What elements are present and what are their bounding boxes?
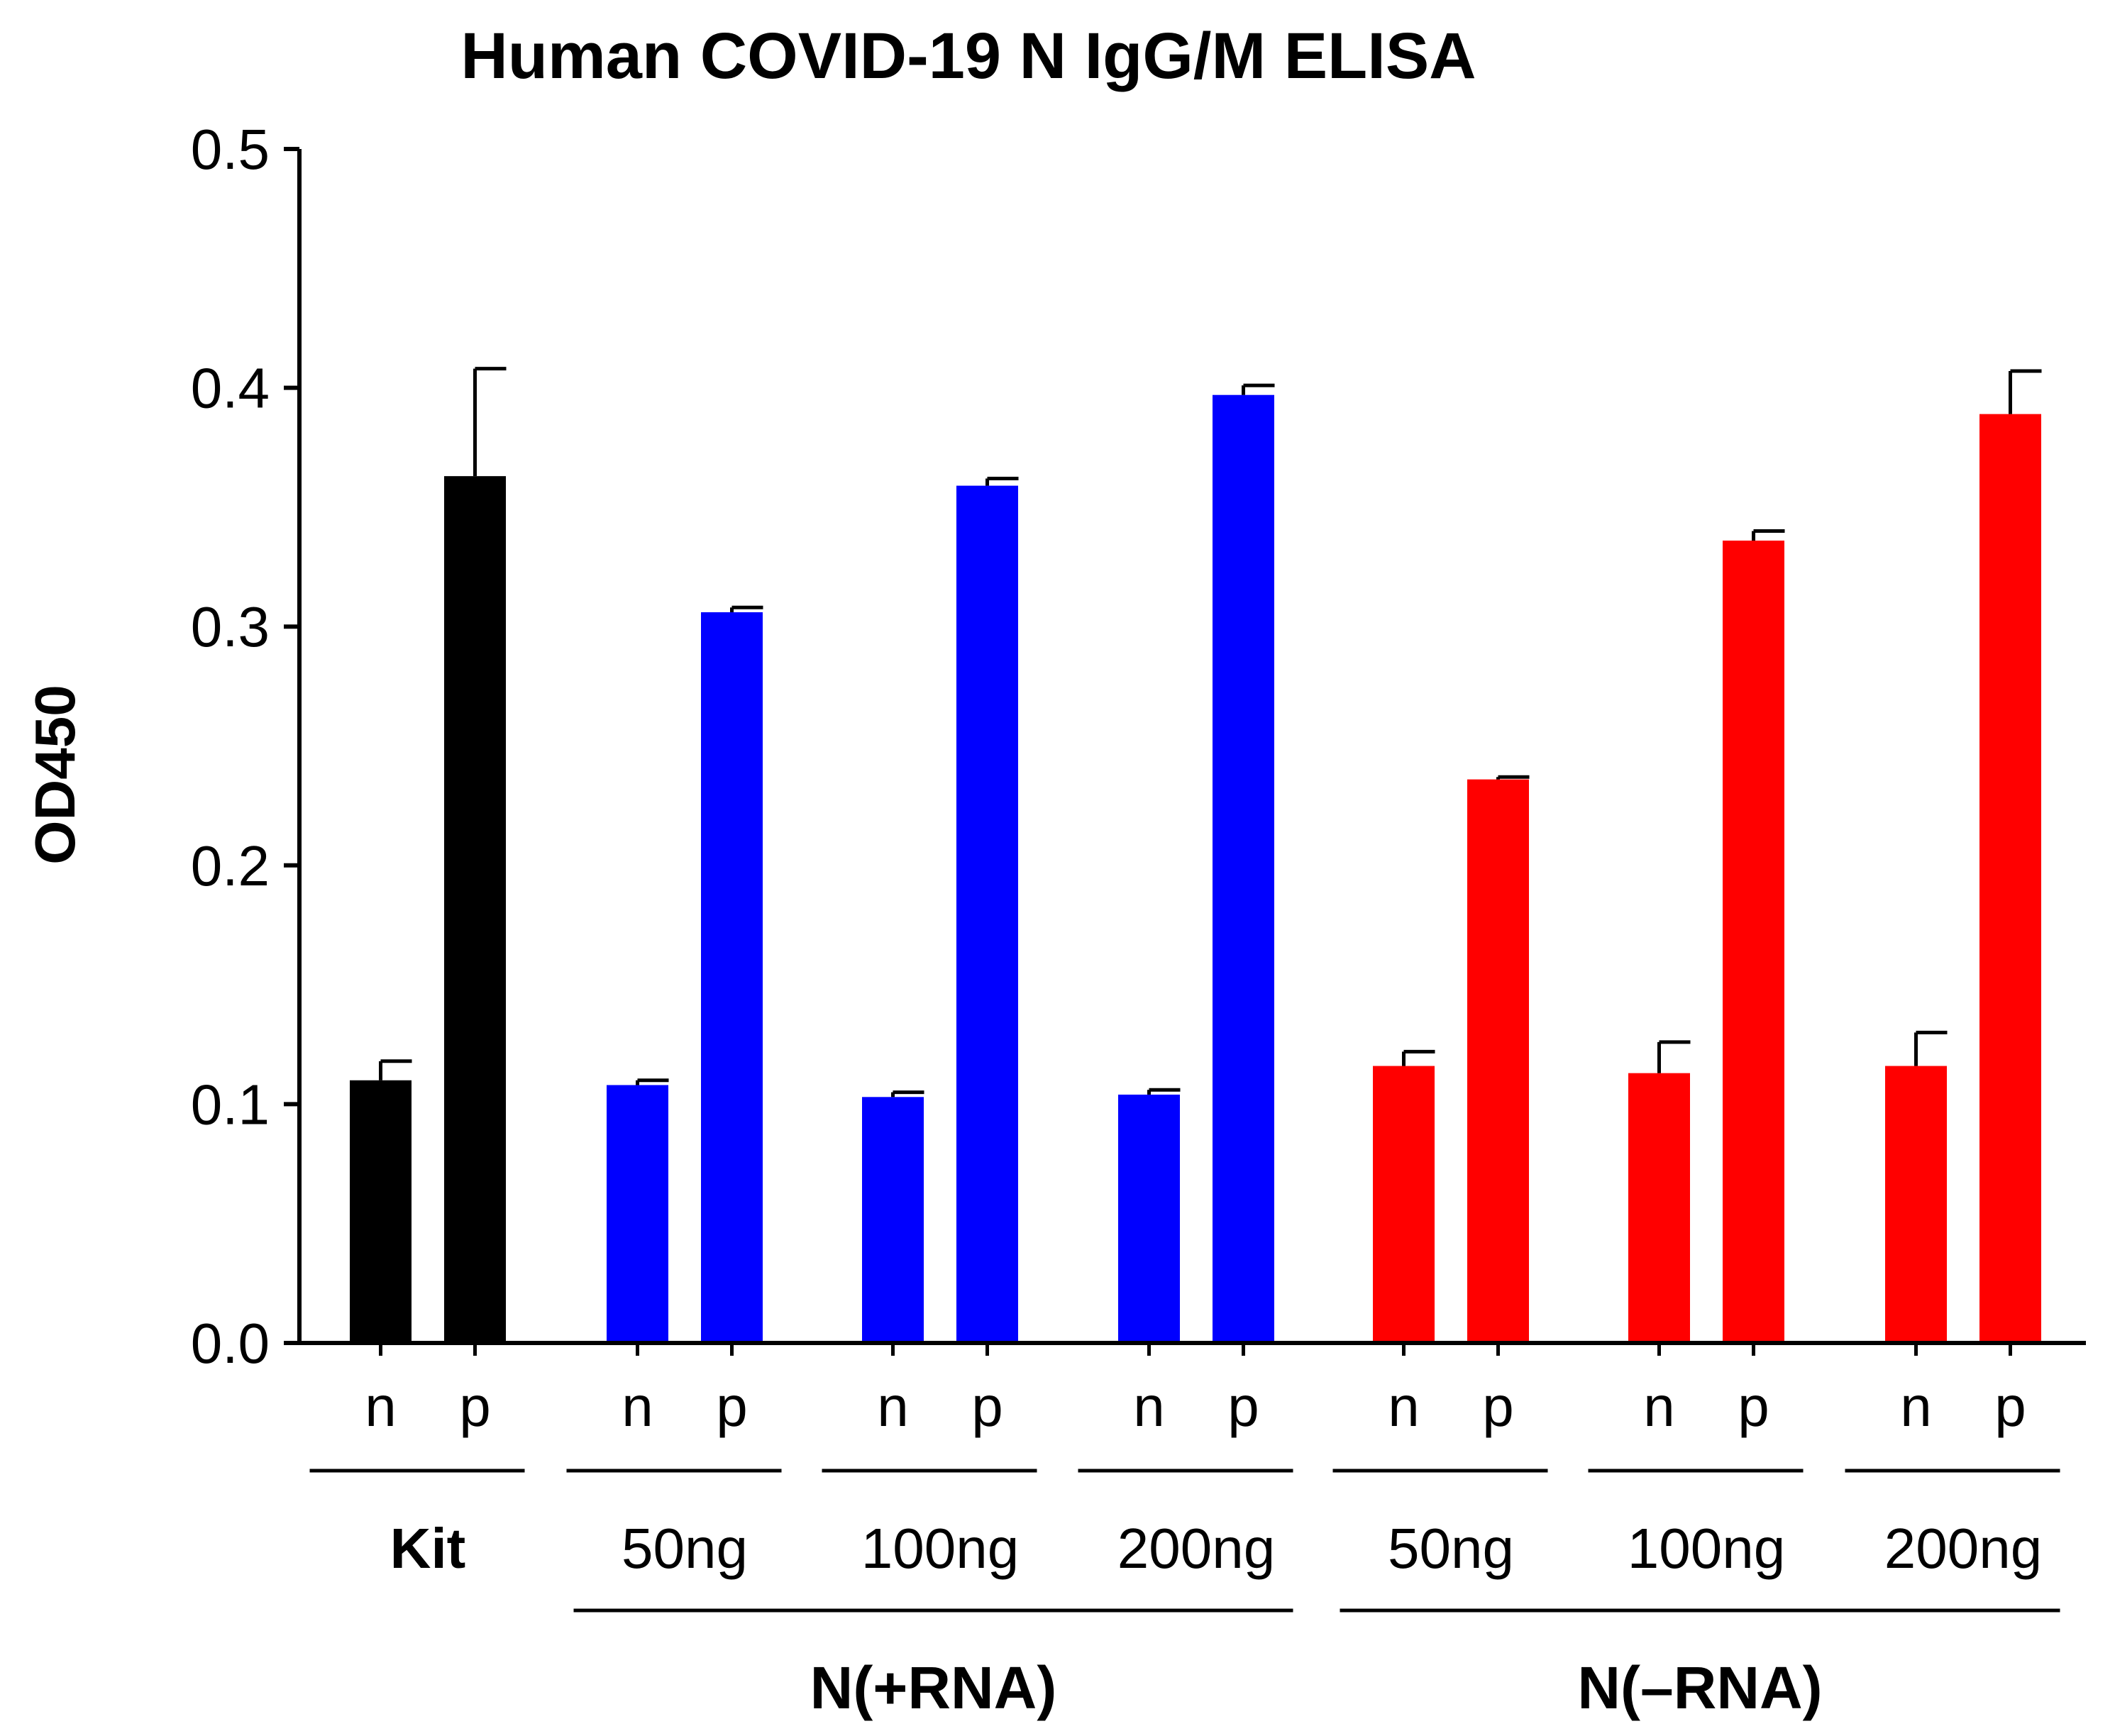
- bar: [1467, 779, 1529, 1343]
- x-tick-label: n: [1388, 1375, 1420, 1438]
- bar: [1373, 1066, 1435, 1343]
- y-tick-label: 0.3: [191, 595, 270, 658]
- x-tick-label: n: [1900, 1375, 1932, 1438]
- bar: [862, 1097, 924, 1343]
- bar: [1628, 1073, 1690, 1343]
- x-tick-label: p: [716, 1375, 748, 1438]
- bar: [607, 1085, 668, 1343]
- group-label: 200ng: [1117, 1517, 1275, 1580]
- supergroup-label: N(+RNA): [810, 1654, 1057, 1721]
- group-label: Kit: [390, 1517, 466, 1580]
- group-label: 100ng: [1628, 1517, 1785, 1580]
- bar: [1723, 541, 1784, 1344]
- x-tick-label: p: [459, 1375, 491, 1438]
- bar: [1118, 1094, 1180, 1343]
- bar: [956, 485, 1018, 1344]
- group-labels: Kit 50ng 100ng 200ng 50ng 100ng 200ng N(+RNA) N(…: [309, 1469, 2060, 1721]
- y-axis-label: OD450: [23, 685, 87, 864]
- chart-title: Human COVID-19 N IgG/M ELISA: [460, 20, 1476, 92]
- bar: [350, 1080, 412, 1343]
- group-label: 50ng: [1388, 1517, 1514, 1580]
- y-tick-label: 0.4: [191, 357, 270, 420]
- bar: [444, 476, 506, 1343]
- x-tick-label: n: [365, 1375, 397, 1438]
- bar: [1979, 414, 2041, 1343]
- supergroup-label: N(–RNA): [1577, 1654, 1822, 1721]
- bar: [701, 612, 763, 1343]
- y-tick-label: 0.5: [191, 118, 270, 181]
- group-label: 50ng: [622, 1517, 748, 1580]
- x-tick-label: p: [1482, 1375, 1514, 1438]
- bar: [1213, 394, 1274, 1343]
- group-label: 200ng: [1884, 1517, 2042, 1580]
- y-tick-label: 0.2: [191, 834, 270, 897]
- group-label: 100ng: [861, 1517, 1019, 1580]
- x-tick-label: n: [877, 1375, 909, 1438]
- x-tick-label: p: [971, 1375, 1003, 1438]
- x-tick-label: p: [1738, 1375, 1769, 1438]
- x-tick-label: n: [1133, 1375, 1165, 1438]
- y-axis: 0.0 0.1 0.2 0.3 0.4 0.5: [191, 118, 302, 1375]
- y-tick-label: 0.0: [191, 1312, 270, 1375]
- y-tick-label: 0.1: [191, 1073, 270, 1136]
- x-tick-label: p: [1227, 1375, 1259, 1438]
- x-tick-label: n: [622, 1375, 653, 1438]
- bar: [1885, 1066, 1947, 1343]
- bar-series: [350, 367, 2042, 1344]
- x-tick-label: n: [1643, 1375, 1675, 1438]
- x-tick-label: p: [1994, 1375, 2026, 1438]
